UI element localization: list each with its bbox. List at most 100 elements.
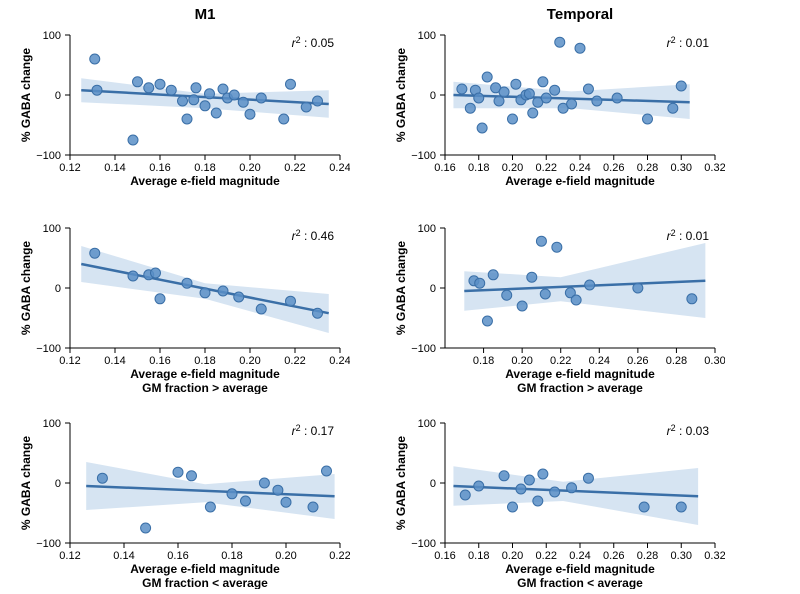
data-point xyxy=(189,95,199,105)
data-point xyxy=(144,83,154,93)
x-tick-label: 0.26 xyxy=(603,550,624,562)
data-point xyxy=(612,93,622,103)
data-point xyxy=(474,93,484,103)
col-title-temporal: Temporal xyxy=(480,6,680,23)
y-axis-title: % GABA change xyxy=(19,436,33,531)
data-point xyxy=(182,278,192,288)
data-point xyxy=(528,108,538,118)
data-point xyxy=(538,469,548,479)
data-point xyxy=(575,43,585,53)
x-tick-label: 0.16 xyxy=(167,550,188,562)
data-point xyxy=(308,502,318,512)
r2-label: r2 : 0.05 xyxy=(292,35,335,50)
x-tick-label: 0.22 xyxy=(536,550,557,562)
y-tick-label: −100 xyxy=(411,150,436,162)
data-point xyxy=(90,248,100,258)
data-point xyxy=(499,87,509,97)
x-tick-label: 0.20 xyxy=(239,162,260,174)
y-tick-label: 0 xyxy=(55,90,61,102)
x-tick-label: 0.30 xyxy=(671,550,692,562)
x-tick-label: 0.16 xyxy=(434,162,455,174)
panel-m1-row1: 0.120.140.160.180.200.220.24−1000100% GA… xyxy=(15,30,350,194)
y-tick-label: 0 xyxy=(55,283,61,295)
data-point xyxy=(643,114,653,124)
x-tick-label: 0.26 xyxy=(627,355,648,367)
x-tick-label: 0.30 xyxy=(704,355,725,367)
data-point xyxy=(313,308,323,318)
y-tick-label: 0 xyxy=(430,478,436,490)
data-point xyxy=(256,93,266,103)
data-point xyxy=(583,473,593,483)
y-tick-label: 100 xyxy=(43,30,61,42)
y-axis-title: % GABA change xyxy=(394,241,408,336)
r2-label: r2 : 0.17 xyxy=(292,423,335,438)
data-point xyxy=(585,280,595,290)
data-point xyxy=(511,79,521,89)
data-point xyxy=(205,502,215,512)
x-tick-label: 0.30 xyxy=(671,162,692,174)
x-axis-subtitle: GM fraction > average xyxy=(142,381,268,394)
data-point xyxy=(182,114,192,124)
data-point xyxy=(187,471,197,481)
data-point xyxy=(245,109,255,119)
data-point xyxy=(465,103,475,113)
y-axis-title: % GABA change xyxy=(394,436,408,531)
x-tick-label: 0.14 xyxy=(104,162,125,174)
y-tick-label: 100 xyxy=(418,30,436,42)
x-axis-title: Average e-field magnitude xyxy=(130,174,280,188)
x-tick-label: 0.20 xyxy=(511,355,532,367)
x-tick-label: 0.24 xyxy=(329,355,350,367)
x-tick-label: 0.32 xyxy=(704,162,725,174)
r2-label: r2 : 0.01 xyxy=(667,228,710,243)
scatter-grid-figure: M1 Temporal 0.12 0.14 0.16 0.18 0.20 0.22 0.24… xyxy=(0,0,800,594)
data-point xyxy=(279,114,289,124)
data-point xyxy=(494,96,504,106)
x-tick-label: 0.22 xyxy=(536,162,557,174)
data-point xyxy=(286,296,296,306)
panel-temporal-row3: 0.160.180.200.220.240.260.280.300.32−100… xyxy=(390,418,725,594)
col-title-m1: M1 xyxy=(105,6,305,23)
data-point xyxy=(97,473,107,483)
data-point xyxy=(92,85,102,95)
data-point xyxy=(178,96,188,106)
y-tick-label: −100 xyxy=(411,343,436,355)
x-tick-label: 0.20 xyxy=(502,162,523,174)
data-point xyxy=(322,466,332,476)
data-point xyxy=(281,497,291,507)
x-tick-label: 0.18 xyxy=(468,162,489,174)
x-tick-label: 0.18 xyxy=(194,355,215,367)
data-point xyxy=(301,102,311,112)
data-point xyxy=(550,487,560,497)
x-axis-subtitle: GM fraction > average xyxy=(517,381,643,394)
x-tick-label: 0.12 xyxy=(59,550,80,562)
data-point xyxy=(155,79,165,89)
x-tick-label: 0.26 xyxy=(603,162,624,174)
x-axis-title: Average e-field magnitude xyxy=(130,367,280,381)
data-point xyxy=(141,523,151,533)
data-point xyxy=(218,286,228,296)
data-point xyxy=(227,489,237,499)
y-tick-label: 100 xyxy=(43,418,61,430)
x-tick-label: 0.24 xyxy=(589,355,610,367)
x-tick-label: 0.16 xyxy=(149,355,170,367)
x-tick-label: 0.28 xyxy=(637,550,658,562)
data-point xyxy=(571,295,581,305)
data-point xyxy=(238,97,248,107)
panel-temporal-row1: 0.160.180.200.220.240.260.280.300.32−100… xyxy=(390,30,725,194)
data-point xyxy=(555,37,565,47)
data-point xyxy=(166,85,176,95)
y-tick-label: 100 xyxy=(43,223,61,235)
data-point xyxy=(499,471,509,481)
data-point xyxy=(218,84,228,94)
data-point xyxy=(540,289,550,299)
r2-label: r2 : 0.03 xyxy=(667,423,710,438)
x-axis-subtitle: GM fraction < average xyxy=(142,576,268,589)
data-point xyxy=(128,135,138,145)
data-point xyxy=(524,89,534,99)
x-axis-title: Average e-field magnitude xyxy=(505,562,655,576)
data-point xyxy=(508,502,518,512)
data-point xyxy=(211,108,221,118)
x-axis-title: Average e-field magnitude xyxy=(130,562,280,576)
data-point xyxy=(200,101,210,111)
data-point xyxy=(687,294,697,304)
